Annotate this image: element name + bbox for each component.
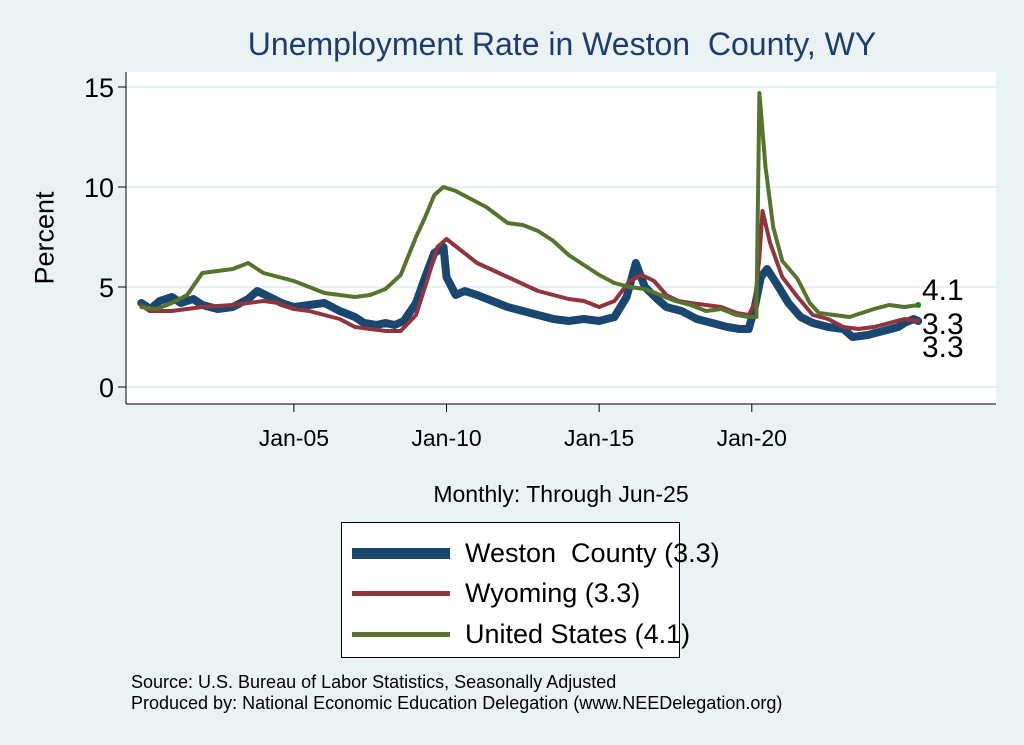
- series-line-wyoming: [139, 209, 921, 333]
- us-endpoint-marker: [915, 302, 922, 308]
- legend-item-wyoming: Wyoming (3.3): [352, 575, 640, 611]
- legend-item-us: United States (4.1): [352, 616, 690, 652]
- end-label-us: 4.1: [922, 274, 964, 307]
- legend-item-weston: Weston County (3.3): [352, 535, 720, 571]
- legend-swatch-wyoming: [352, 590, 450, 596]
- producer-note: Produced by: National Economic Education…: [131, 693, 783, 713]
- y-axis-label: Percent: [29, 191, 60, 285]
- legend-label-wyoming: Wyoming (3.3): [465, 577, 641, 608]
- x-tick-label-2005: Jan-05: [259, 425, 329, 451]
- y-tick-label-5: 5: [99, 273, 114, 303]
- legend-label-weston: Weston County (3.3): [465, 537, 720, 568]
- x-tick-label-2020: Jan-20: [717, 425, 787, 451]
- end-label-weston: 3.3: [922, 331, 964, 364]
- legend: Weston County (3.3) Wyoming (3.3) United…: [341, 522, 720, 658]
- y-tick-label-10: 10: [84, 173, 114, 203]
- x-tick-label-2010: Jan-10: [411, 425, 481, 451]
- x-tick-label-2015: Jan-15: [564, 425, 634, 451]
- series-line-weston: [137, 243, 923, 341]
- plot-area: [126, 72, 996, 404]
- x-axis-label: Monthly: Through Jun-25: [433, 481, 689, 507]
- y-tick-label-15: 15: [84, 73, 114, 103]
- series-line-us: [139, 91, 921, 319]
- legend-swatch-us: [352, 631, 450, 637]
- legend-swatch-weston: [352, 547, 450, 559]
- chart-title: Unemployment Rate in Weston County, WY: [247, 26, 877, 62]
- end-label-wyoming: 3.3: [922, 308, 964, 341]
- y-tick-label-0: 0: [99, 373, 114, 403]
- legend-label-us: United States (4.1): [465, 618, 691, 649]
- source-note: Source: U.S. Bureau of Labor Statistics,…: [131, 672, 617, 692]
